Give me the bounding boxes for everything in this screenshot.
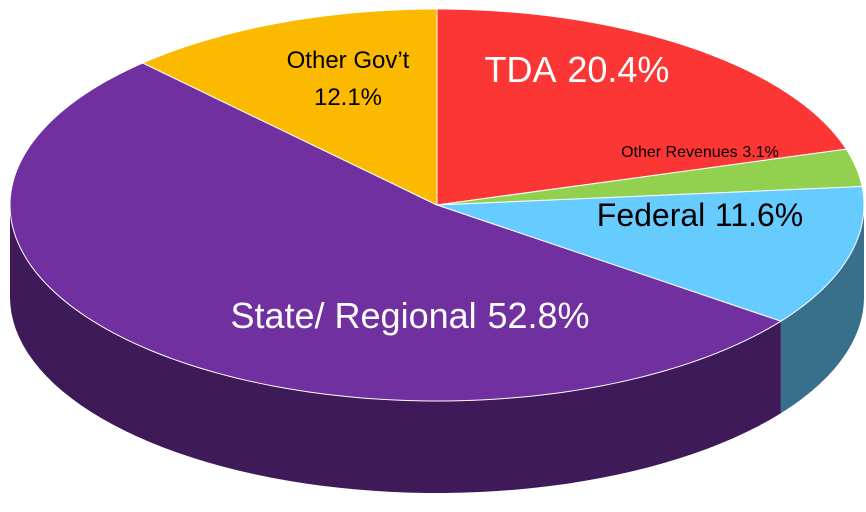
pie-slice — [436, 186, 865, 322]
category-label: Federal — [597, 197, 706, 233]
slice-label: State/ Regional 52.8% — [230, 295, 589, 336]
value-label: 3.1% — [742, 144, 778, 161]
category-label: Other Gov’t — [287, 47, 410, 74]
category-label: TDA — [485, 49, 557, 90]
pie-slice — [141, 8, 438, 206]
pie-slice — [9, 62, 783, 402]
slice-label: Other Gov’t 12.1% — [287, 47, 410, 111]
pie-slice — [436, 8, 848, 206]
value-label: 52.8% — [487, 295, 589, 336]
slice-side — [780, 205, 864, 414]
value-label: 20.4% — [567, 49, 669, 90]
category-label: Other Revenues — [621, 144, 738, 161]
value-label: 11.6% — [715, 197, 803, 233]
slice-label: TDA 20.4% — [485, 49, 670, 90]
category-label: State/ Regional — [230, 295, 476, 336]
slice-label: Other Revenues 3.1% — [621, 144, 779, 161]
slice-side — [10, 205, 781, 493]
slice-label: Federal 11.6% — [597, 197, 803, 233]
value-label: 12.1% — [314, 85, 382, 112]
